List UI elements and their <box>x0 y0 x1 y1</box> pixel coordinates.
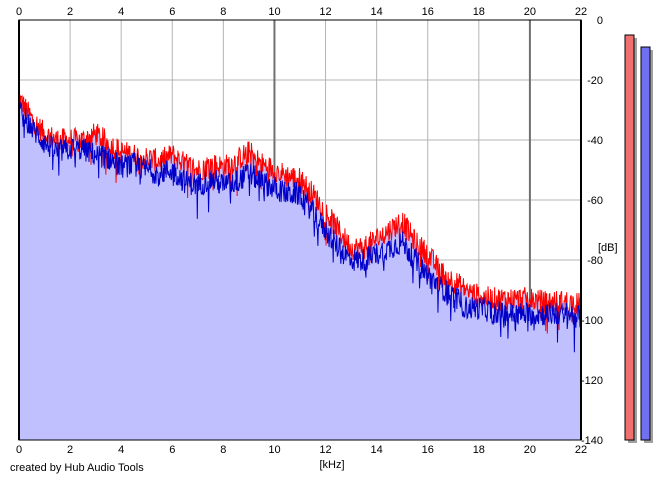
x-tick-label-top: 8 <box>220 6 226 18</box>
x-tick-label-bottom: 10 <box>268 444 280 456</box>
series-layer <box>18 94 582 353</box>
x-tick-label-bottom: 14 <box>371 444 383 456</box>
x-tick-label-bottom: 4 <box>118 444 124 456</box>
x-tick-label-top: 18 <box>473 6 485 18</box>
x-tick-label-bottom: 20 <box>524 444 536 456</box>
x-tick-label-top: 6 <box>169 6 175 18</box>
x-tick-label-bottom: 12 <box>319 444 331 456</box>
x-tick-label-bottom: 0 <box>16 444 22 456</box>
x-tick-label-bottom: 8 <box>220 444 226 456</box>
red-channel-line <box>18 94 582 334</box>
y-axis-title: [dB] <box>598 242 618 254</box>
credit-text: created by Hub Audio Tools <box>10 462 144 474</box>
x-tick-label-top: 10 <box>268 6 280 18</box>
x-tick-label-bottom: 16 <box>422 444 434 456</box>
y-tick-label: -40 <box>587 135 603 147</box>
y-tick-label: -80 <box>587 255 603 267</box>
y-tick-label: -60 <box>587 195 603 207</box>
x-tick-labels-bottom: 0 2 4 6 8 10 12 14 16 18 20 22 <box>16 444 587 456</box>
y-tick-label: -100 <box>581 315 603 327</box>
x-tick-label-top: 22 <box>575 6 587 18</box>
plot-frame <box>18 19 582 441</box>
x-tick-label-top: 14 <box>371 6 383 18</box>
x-axis-title: [kHz] <box>319 459 344 471</box>
x-tick-label-top: 4 <box>118 6 124 18</box>
y-tick-labels: 0 -20 -40 -60 -80 -100 -120 -140 <box>581 15 603 447</box>
x-tick-label-bottom: 18 <box>473 444 485 456</box>
x-tick-label-top: 12 <box>319 6 331 18</box>
y-tick-label: -140 <box>581 435 603 447</box>
x-tick-label-bottom: 22 <box>575 444 587 456</box>
y-tick-label: -20 <box>587 75 603 87</box>
level-meter-blue <box>640 46 651 441</box>
x-tick-label-bottom: 6 <box>169 444 175 456</box>
x-tick-label-bottom: 2 <box>67 444 73 456</box>
level-meters <box>624 34 653 443</box>
y-tick-label: -120 <box>581 375 603 387</box>
y-tick-label: 0 <box>597 15 603 27</box>
blue-channel-line <box>18 101 582 353</box>
level-meter-red <box>624 34 635 441</box>
x-tick-label-top: 20 <box>524 6 536 18</box>
x-tick-labels-top: 0 2 4 6 8 10 12 14 16 18 20 22 <box>16 6 587 18</box>
x-tick-label-top: 2 <box>67 6 73 18</box>
x-tick-label-top: 16 <box>422 6 434 18</box>
x-tick-label-top: 0 <box>16 6 22 18</box>
